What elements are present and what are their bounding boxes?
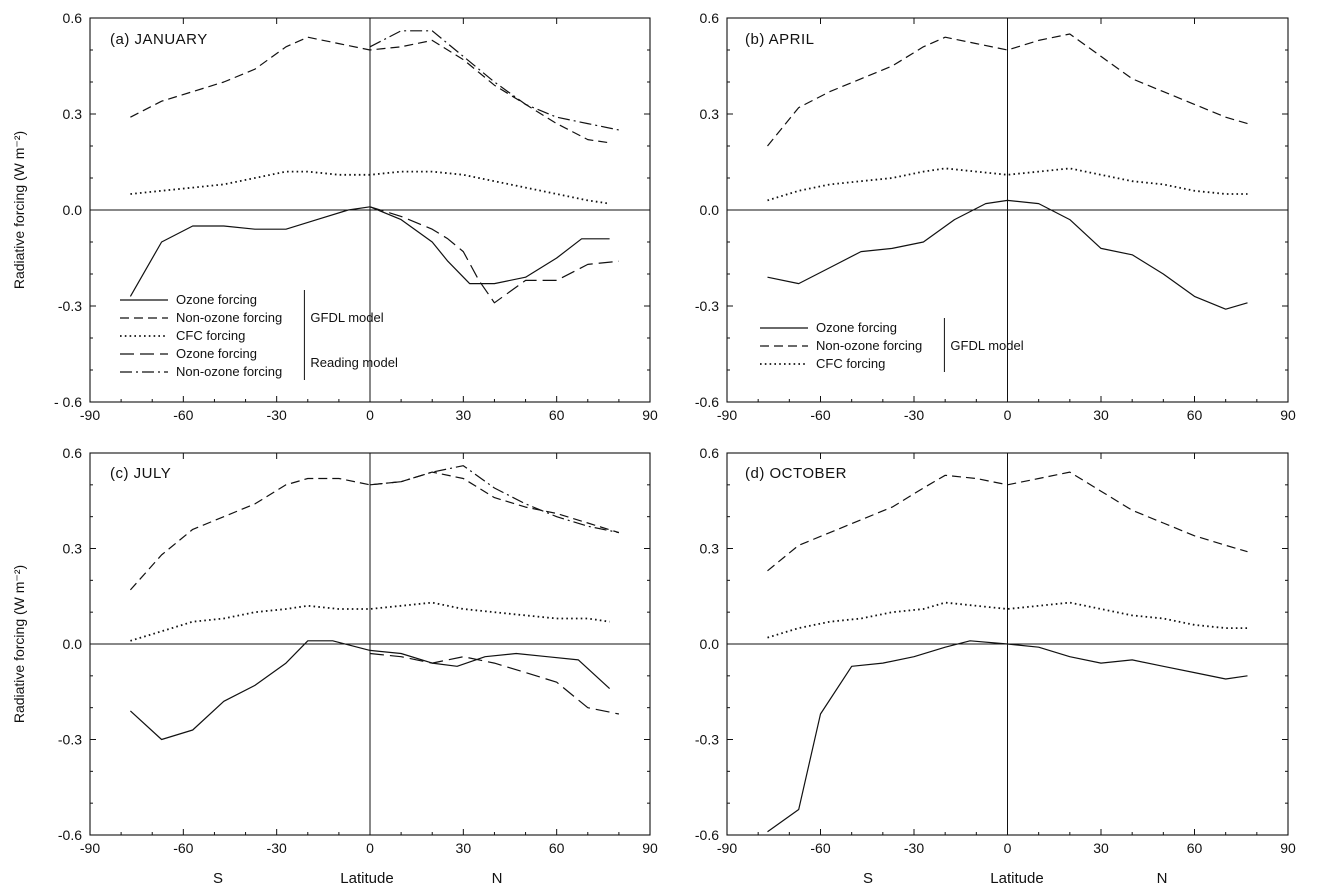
x-tick-label: 30 bbox=[456, 407, 472, 423]
panel-april: (b) APRIL -90 -60 -30 0 30 60 90 -0.6 -0.3 0.0 0.3… bbox=[695, 10, 1296, 423]
panel-october: (d) OCTOBER -90 -60 -30 0 30 60 90 -0.6 -0.3 0.0 0… bbox=[695, 445, 1296, 856]
y-tick-label: -0.6 bbox=[695, 827, 719, 843]
x-south-label-right: S bbox=[863, 870, 873, 887]
x-tick-label: 0 bbox=[1004, 840, 1012, 856]
x-tick-label: -60 bbox=[810, 840, 830, 856]
y-tick-label: 0.6 bbox=[63, 10, 83, 26]
y-tick-label: -0.6 bbox=[695, 394, 719, 410]
y-tick-label: 0.3 bbox=[63, 541, 83, 557]
series-line-gfdl-ozone bbox=[129, 640, 611, 741]
panel-title: (c) JULY bbox=[110, 465, 171, 482]
x-axis-label-right: Latitude bbox=[990, 870, 1043, 887]
x-tick-label: 60 bbox=[1187, 840, 1203, 856]
series-lines bbox=[129, 465, 620, 741]
x-axis-label-left: Latitude bbox=[340, 870, 393, 887]
series-line-reading-nonozone bbox=[369, 30, 620, 131]
series-line-gfdl-cfc bbox=[130, 170, 610, 205]
legend-entry-label: Non-ozone forcing bbox=[176, 310, 282, 325]
panel-title: (a) JANUARY bbox=[110, 31, 208, 48]
x-tick-label: -90 bbox=[80, 840, 100, 856]
y-tick-label: 0.6 bbox=[63, 445, 83, 461]
legend-entry-label: Ozone forcing bbox=[176, 292, 257, 307]
y-tick-label: 0.0 bbox=[700, 636, 720, 652]
x-tick-label: 60 bbox=[549, 840, 565, 856]
x-tick-label: 90 bbox=[642, 840, 658, 856]
legend-group-label: Reading model bbox=[310, 355, 398, 370]
y-tick-label: -0.3 bbox=[695, 298, 719, 314]
axes: -90 -60 -30 0 30 60 90 - 0.6 -0.3 0.0 0.3 0.6 bbox=[54, 10, 658, 423]
legend-entry-label: Ozone forcing bbox=[816, 320, 897, 335]
series-line-gfdl-nonozone bbox=[767, 471, 1248, 572]
series-lines bbox=[129, 30, 620, 304]
legend-entry-label: CFC forcing bbox=[816, 356, 885, 371]
y-tick-label: 0.6 bbox=[700, 10, 720, 26]
x-tick-label: 30 bbox=[1093, 407, 1109, 423]
y-tick-label: 0.3 bbox=[700, 106, 720, 122]
x-tick-label: 0 bbox=[1004, 407, 1012, 423]
x-tick-label: 90 bbox=[1280, 407, 1296, 423]
legend-entry-label: CFC forcing bbox=[176, 328, 245, 343]
legend: Ozone forcing Non-ozone forcing CFC forcin… bbox=[120, 290, 398, 380]
series-line-gfdl-ozone bbox=[767, 640, 1248, 833]
y-axis-label-bottom: Radiative forcing (W m⁻²) bbox=[11, 565, 27, 723]
x-tick-label: -90 bbox=[717, 407, 737, 423]
axes: -90 -60 -30 0 30 60 90 -0.6 -0.3 0.0 0.3 0.6 bbox=[695, 10, 1296, 423]
legend-entry-label: Non-ozone forcing bbox=[816, 338, 922, 353]
series-lines bbox=[767, 33, 1248, 310]
axes: -90 -60 -30 0 30 60 90 -0.6 -0.3 0.0 0.3 0.6 bbox=[58, 445, 658, 856]
series-line-reading-ozone bbox=[369, 652, 620, 715]
y-tick-label: - 0.6 bbox=[54, 394, 82, 410]
x-tick-label: -30 bbox=[267, 407, 287, 423]
x-tick-label: -60 bbox=[810, 407, 830, 423]
legend-entry-label: Ozone forcing bbox=[176, 346, 257, 361]
series-lines bbox=[767, 471, 1248, 833]
series-line-reading-ozone bbox=[369, 206, 619, 304]
panel-title: (b) APRIL bbox=[745, 31, 815, 48]
x-tick-label: 90 bbox=[642, 407, 658, 423]
x-tick-label: -90 bbox=[80, 407, 100, 423]
y-tick-label: -0.3 bbox=[58, 732, 82, 748]
y-tick-label: -0.3 bbox=[58, 298, 82, 314]
axes: -90 -60 -30 0 30 60 90 -0.6 -0.3 0.0 0.3 0.6 bbox=[695, 445, 1296, 856]
panel-january: (a) JANUARY -90 -60 -30 0 30 60 90 - 0.6 -0.3 0.0… bbox=[54, 10, 658, 423]
y-tick-label: 0.3 bbox=[63, 106, 83, 122]
y-tick-label: 0.0 bbox=[63, 636, 83, 652]
x-tick-label: -60 bbox=[173, 407, 193, 423]
x-tick-label: -30 bbox=[904, 840, 924, 856]
series-line-reading-nonozone bbox=[369, 465, 620, 534]
series-line-gfdl-ozone bbox=[129, 206, 610, 297]
legend: Ozone forcing Non-ozone forcing CFC forcin… bbox=[760, 318, 1024, 372]
series-line-gfdl-nonozone bbox=[130, 36, 610, 144]
x-tick-label: 0 bbox=[366, 407, 374, 423]
x-tick-label: -60 bbox=[173, 840, 193, 856]
series-line-gfdl-nonozone bbox=[767, 33, 1248, 147]
panel-title: (d) OCTOBER bbox=[745, 465, 847, 482]
y-tick-label: 0.0 bbox=[700, 202, 720, 218]
x-tick-label: -30 bbox=[904, 407, 924, 423]
y-axis-label-top: Radiative forcing (W m⁻²) bbox=[11, 131, 27, 289]
x-north-label-right: N bbox=[1157, 870, 1168, 887]
x-north-label-left: N bbox=[492, 870, 503, 887]
x-tick-label: 90 bbox=[1280, 840, 1296, 856]
y-tick-label: -0.3 bbox=[695, 732, 719, 748]
x-tick-label: -90 bbox=[717, 840, 737, 856]
y-tick-label: 0.3 bbox=[700, 541, 720, 557]
x-tick-label: 0 bbox=[366, 840, 374, 856]
y-tick-label: 0.0 bbox=[63, 202, 83, 218]
legend-group-label: GFDL model bbox=[950, 338, 1023, 353]
series-line-gfdl-nonozone bbox=[129, 471, 620, 591]
legend-group-label: GFDL model bbox=[310, 310, 383, 325]
x-tick-label: 60 bbox=[1187, 407, 1203, 423]
legend-entry-label: Non-ozone forcing bbox=[176, 364, 282, 379]
x-south-label-left: S bbox=[213, 870, 223, 887]
x-tick-label: -30 bbox=[267, 840, 287, 856]
y-tick-label: -0.6 bbox=[58, 827, 82, 843]
x-tick-label: 30 bbox=[456, 840, 472, 856]
x-tick-label: 30 bbox=[1093, 840, 1109, 856]
panel-july: (c) JULY -90 -60 -30 0 30 60 90 -0.6 -0.3 0.0 0.3 0… bbox=[58, 445, 658, 856]
series-line-gfdl-ozone bbox=[767, 199, 1248, 310]
y-tick-label: 0.6 bbox=[700, 445, 720, 461]
x-tick-label: 60 bbox=[549, 407, 565, 423]
